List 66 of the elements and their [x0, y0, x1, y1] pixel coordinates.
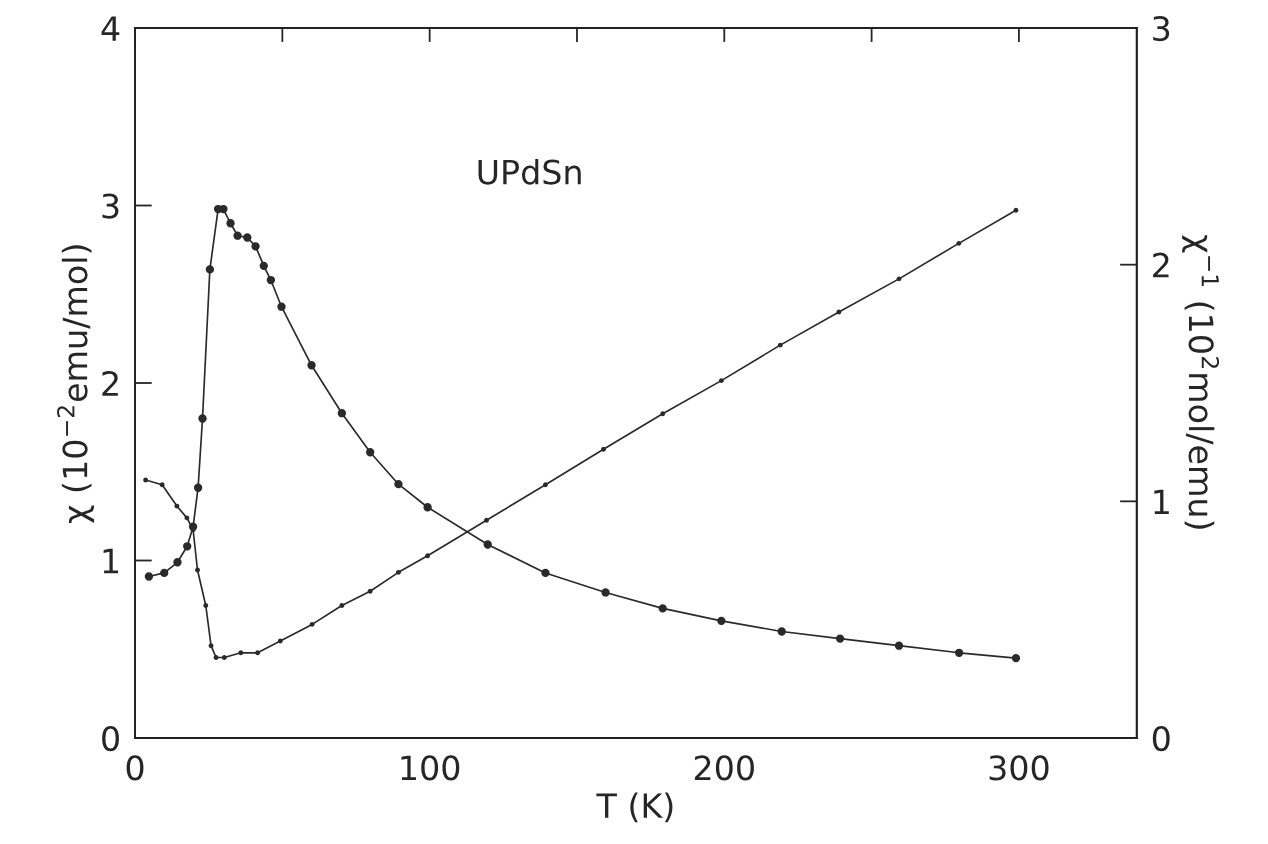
point	[1013, 207, 1019, 213]
x-tick-label: 100	[401, 755, 460, 781]
annotation: UPdSn	[478, 158, 581, 185]
y2-tick-label: 0	[1152, 725, 1170, 752]
point	[307, 361, 316, 370]
y-tick-label: 0	[102, 725, 119, 752]
point	[658, 604, 667, 613]
point	[483, 540, 492, 549]
y2-axis-title: χ$^{−1}$ (10$^{2}$mol/emu)	[1182, 235, 1220, 529]
point	[205, 265, 215, 274]
point	[601, 588, 610, 597]
point	[337, 409, 347, 418]
point	[717, 616, 726, 626]
y2-tick-label: 3	[1153, 15, 1170, 42]
point	[367, 588, 373, 594]
point	[173, 558, 182, 567]
point	[233, 231, 242, 240]
point	[541, 568, 550, 578]
point	[226, 219, 235, 228]
y2-tick-label: 1	[1154, 489, 1169, 514]
point	[208, 643, 214, 649]
point	[219, 204, 228, 214]
point	[277, 302, 286, 311]
y-tick-label: 2	[102, 370, 118, 396]
y-tick-label: 1	[103, 548, 119, 574]
y-axis-title: χ (10$^{−2}$emu/mol)	[57, 245, 95, 523]
point	[777, 627, 786, 636]
point	[183, 542, 192, 551]
point	[255, 650, 261, 656]
point	[423, 503, 432, 512]
point	[259, 261, 268, 271]
point	[718, 378, 724, 384]
point	[394, 480, 403, 489]
point	[835, 634, 845, 643]
point	[396, 569, 401, 575]
point	[956, 240, 962, 246]
point	[1011, 653, 1021, 663]
point	[309, 621, 315, 627]
point	[543, 482, 548, 488]
point	[203, 603, 209, 608]
point	[238, 650, 244, 656]
x-axis-title: T (K)	[596, 792, 673, 823]
point	[159, 482, 165, 488]
point	[339, 603, 345, 608]
point	[425, 553, 431, 559]
y2-tick-label: 2	[1153, 252, 1169, 278]
point	[894, 641, 904, 650]
point	[777, 342, 783, 348]
x-tick-label: 200	[694, 755, 754, 781]
point	[484, 517, 489, 523]
y-tick-label: 4	[101, 16, 120, 41]
point	[954, 648, 964, 657]
y-tick-label: 3	[102, 193, 119, 219]
point	[193, 483, 203, 492]
point	[277, 638, 283, 644]
point	[660, 411, 666, 417]
x-tick-label: 300	[989, 755, 1049, 781]
point	[251, 242, 260, 251]
point	[243, 233, 252, 242]
point	[365, 448, 375, 457]
point	[601, 446, 606, 452]
point	[266, 275, 276, 285]
point	[160, 568, 169, 578]
x-tick-label: 0	[126, 755, 144, 781]
point	[221, 655, 227, 660]
point	[144, 572, 154, 581]
